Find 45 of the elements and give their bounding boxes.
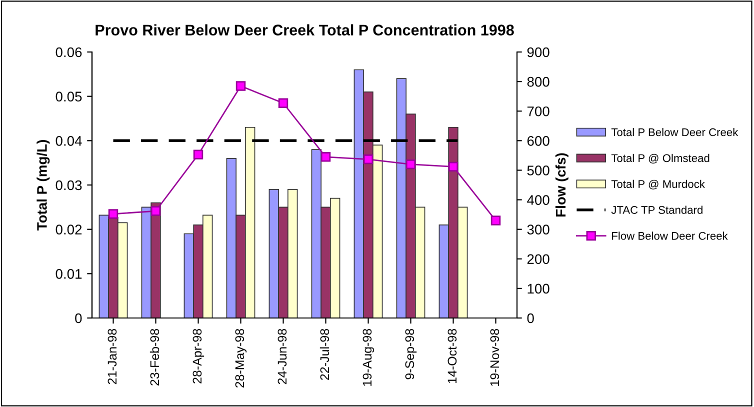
y2-tick-label: 500 <box>527 166 550 176</box>
y-tick-label: 0 <box>75 313 82 324</box>
point <box>193 150 204 160</box>
y2-tick-label: 600 <box>527 136 550 146</box>
y2-tick-label: 100 <box>528 284 550 294</box>
y-axis-title: Total P (mg/L) <box>36 140 50 230</box>
y2-axis-title: Flow (cfs) <box>555 153 568 216</box>
y-tick-label: 0.02 <box>56 224 82 235</box>
x-tick-label: 19-Nov-98 <box>490 328 500 386</box>
y2-tick-label: 800 <box>527 76 550 87</box>
x-tick-label: 9-Sep-98 <box>405 328 417 380</box>
legend-label: JTAC TP Standard <box>611 206 702 214</box>
point <box>448 162 458 172</box>
point <box>363 154 374 164</box>
chart-title: Provo River Below Deer Creek Total P Concentration 1998 <box>96 24 514 36</box>
point <box>490 216 501 226</box>
y-tick-label: 0.01 <box>56 269 82 279</box>
point <box>406 159 416 170</box>
legend-label: Total P Below Deer Creek <box>611 128 738 136</box>
y-tick-label: 0.03 <box>56 180 82 190</box>
point <box>278 98 288 108</box>
x-tick-label: 21-Jan-98 <box>108 328 117 384</box>
legend-label: Flow Below Deer Creek <box>612 232 728 240</box>
point <box>150 206 161 216</box>
legend-label: Total P @ Olmstead <box>611 154 710 164</box>
x-tick-label: 28-Apr-98 <box>192 328 204 384</box>
y2-tick-label: 300 <box>527 224 550 235</box>
x-tick-label: 19-Aug-98 <box>362 328 374 386</box>
y2-tick-label: 900 <box>527 47 550 58</box>
x-tick-label: 14-Oct-98 <box>448 328 457 384</box>
y2-tick-label: 400 <box>527 195 550 205</box>
y-tick-label: 0.06 <box>56 47 82 58</box>
legend-label: Total P @ Murdock <box>611 180 705 190</box>
x-tick-label: 24-Jun-98 <box>278 328 287 384</box>
y-tick-label: 0.05 <box>56 92 82 102</box>
y2-tick-label: 200 <box>527 254 550 264</box>
x-tick-label: 28-May-98 <box>235 328 247 388</box>
x-tick-label: 22-Jul-98 <box>320 328 330 380</box>
x-tick-label: 23-Feb-98 <box>150 328 160 386</box>
point <box>320 152 331 162</box>
point <box>236 81 246 91</box>
y2-tick-label: 700 <box>527 106 550 116</box>
point <box>108 209 118 219</box>
y-tick-label: 0.04 <box>56 136 82 146</box>
y2-tick-label: 0 <box>527 313 534 324</box>
